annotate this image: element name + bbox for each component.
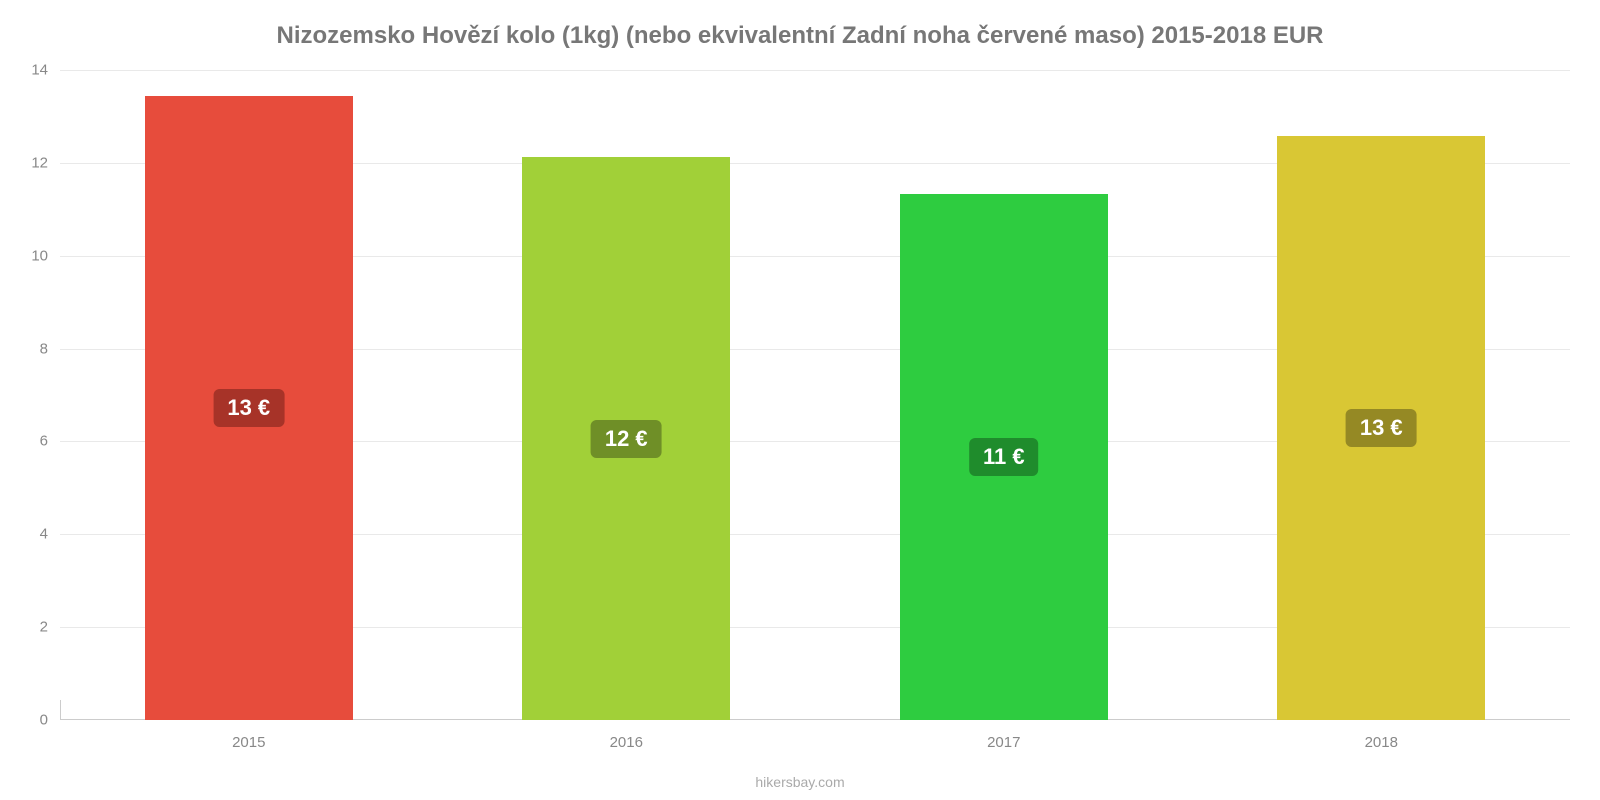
- xtick-label: 2018: [1365, 720, 1398, 751]
- ytick-label: 10: [31, 247, 60, 264]
- bar: 11 €: [900, 194, 1108, 720]
- bar-value-label: 11 €: [969, 438, 1039, 476]
- bar: 13 €: [145, 96, 353, 720]
- ytick-label: 0: [40, 712, 60, 729]
- ytick-label: 8: [40, 340, 60, 357]
- ytick-label: 2: [40, 619, 60, 636]
- bar: 13 €: [1277, 136, 1485, 720]
- y-axis-stub: [60, 700, 61, 720]
- ytick-label: 14: [31, 62, 60, 79]
- bar: 12 €: [522, 157, 730, 720]
- chart-stage: Nizozemsko Hovězí kolo (1kg) (nebo ekviv…: [0, 0, 1600, 800]
- bar-value-label: 12 €: [591, 420, 662, 458]
- ytick-label: 4: [40, 526, 60, 543]
- gridline: [60, 70, 1570, 71]
- plot-inner: 0246810121413 €201512 €201611 €201713 €2…: [60, 70, 1570, 720]
- xtick-label: 2015: [232, 720, 265, 751]
- ytick-label: 12: [31, 154, 60, 171]
- bar-value-label: 13 €: [213, 389, 284, 427]
- bar-value-label: 13 €: [1346, 409, 1417, 447]
- credit-text: hikersbay.com: [0, 774, 1600, 790]
- ytick-label: 6: [40, 433, 60, 450]
- plot-area: 0246810121413 €201512 €201611 €201713 €2…: [60, 70, 1570, 720]
- xtick-label: 2016: [610, 720, 643, 751]
- xtick-label: 2017: [987, 720, 1020, 751]
- chart-title: Nizozemsko Hovězí kolo (1kg) (nebo ekviv…: [0, 22, 1600, 50]
